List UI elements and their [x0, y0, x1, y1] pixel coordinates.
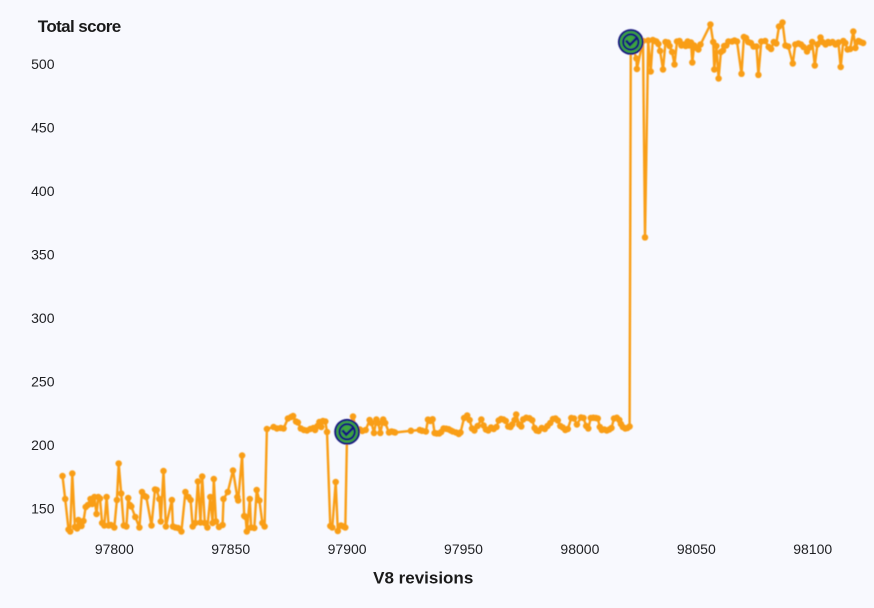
- svg-text:97950: 97950: [444, 541, 483, 557]
- svg-text:Total score: Total score: [38, 17, 121, 36]
- svg-text:450: 450: [31, 120, 55, 136]
- svg-text:500: 500: [31, 56, 55, 72]
- svg-text:97800: 97800: [95, 541, 134, 557]
- svg-text:V8 revisions: V8 revisions: [373, 569, 473, 588]
- svg-text:200: 200: [31, 437, 55, 453]
- svg-text:400: 400: [31, 183, 55, 199]
- svg-text:97900: 97900: [328, 541, 367, 557]
- svg-text:98100: 98100: [793, 541, 832, 557]
- svg-text:98050: 98050: [677, 541, 716, 557]
- svg-text:250: 250: [31, 374, 55, 390]
- svg-text:300: 300: [31, 310, 55, 326]
- svg-text:150: 150: [31, 501, 55, 517]
- svg-text:97850: 97850: [211, 541, 250, 557]
- svg-text:350: 350: [31, 247, 55, 263]
- svg-text:98000: 98000: [560, 541, 599, 557]
